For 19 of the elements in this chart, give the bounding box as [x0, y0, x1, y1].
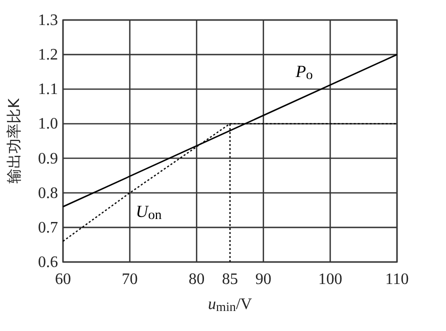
x-tick-label: 110 [385, 271, 409, 288]
series-label: U$_{on}$ [136, 202, 162, 222]
x-tick-label: 80 [188, 271, 205, 288]
series-label: P$_{o}$ [294, 62, 314, 82]
y-tick-label: 1.3 [38, 12, 58, 29]
y-tick-label: 1.0 [38, 116, 58, 133]
x-tick-label: 100 [318, 271, 342, 288]
x-tick-label: 70 [122, 271, 138, 288]
y-axis-title: 输出功率比K [5, 97, 23, 184]
y-tick-label: 0.7 [38, 219, 58, 236]
x-axis-title: u$_{min}$/V [208, 296, 252, 314]
y-tick-label: 0.9 [38, 150, 58, 168]
x-tick-label: 90 [255, 271, 272, 288]
y-tick-label: 1.2 [38, 46, 58, 64]
y-tick-label: 1.1 [38, 81, 58, 98]
x-tick-label: 60 [55, 271, 71, 288]
x-tick-label: 85 [222, 271, 238, 288]
y-tick-label: 0.6 [38, 254, 58, 271]
y-tick-label: 0.8 [38, 184, 58, 202]
